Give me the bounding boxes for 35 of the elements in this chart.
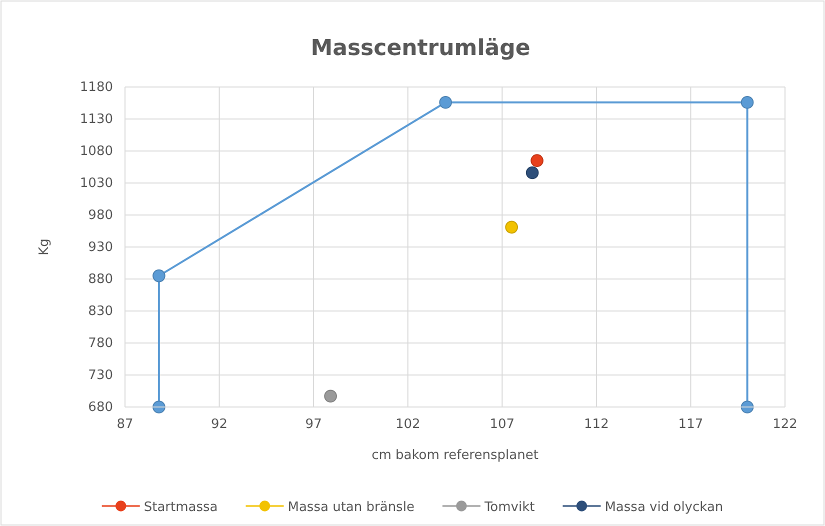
y-tick-label: 780 [88, 336, 113, 352]
point [439, 96, 452, 109]
y-tick-label: 830 [88, 304, 113, 320]
legend-label: Massa vid olyckan [604, 500, 724, 515]
point [152, 400, 166, 414]
x-tick-label: 102 [395, 417, 420, 432]
y-tick-label: 930 [88, 240, 113, 256]
legend-label: Startmassa [144, 500, 218, 515]
x-axis-title: cm bakom referensplanet [372, 448, 538, 463]
x-tick-label: 97 [305, 417, 322, 432]
x-tick-label: 92 [211, 417, 228, 432]
legend-label: Massa utan bränsle [288, 500, 414, 515]
y-tick-label: 980 [88, 208, 113, 224]
point [740, 96, 754, 109]
y-tick-label: 1180 [80, 80, 113, 96]
x-tick-label: 122 [772, 417, 798, 432]
x-tick-label: 107 [490, 417, 515, 432]
point [526, 166, 539, 180]
y-tick-label: 1030 [80, 176, 113, 192]
y-tick-label: 680 [88, 400, 113, 416]
x-tick-label: 112 [584, 417, 609, 432]
y-tick-label: 1080 [80, 144, 113, 160]
y-tick-label: 1130 [80, 112, 113, 128]
y-tick-label: 880 [88, 272, 113, 288]
point [530, 154, 544, 168]
point [324, 390, 337, 403]
chart-title: Masscentrumläge [310, 36, 530, 61]
x-tick-label: 87 [116, 417, 134, 432]
x-tick-label: 117 [678, 417, 704, 432]
y-tick-label: 730 [88, 368, 113, 384]
point [740, 400, 754, 414]
point [505, 220, 518, 234]
legend-label: Tomvikt [483, 500, 535, 515]
y-axis-title: Kg [37, 238, 52, 256]
point [152, 269, 166, 282]
